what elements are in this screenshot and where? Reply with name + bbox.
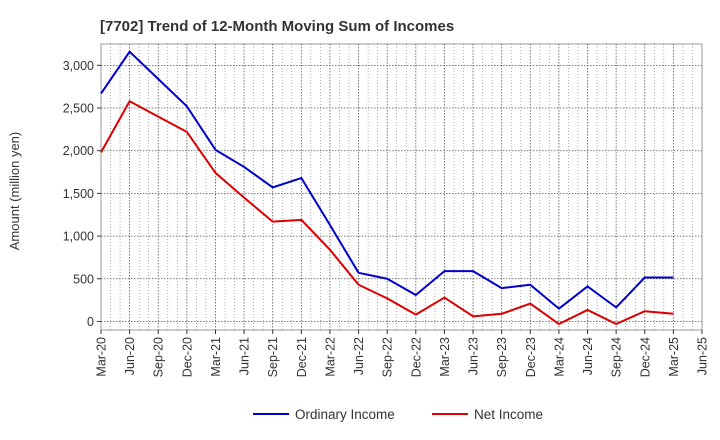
x-axis-ticks: Mar-20 Jun-20 Sep-20 Dec-20 Mar-21 Jun-21 Sep-… — [95, 330, 710, 377]
x-tick-label: Jun-20 — [123, 337, 137, 375]
x-tick-label: Jun-24 — [581, 337, 595, 375]
x-tick-label: Mar-20 — [95, 337, 109, 377]
x-tick-label: Jun-23 — [467, 337, 481, 375]
x-tick-label: Sep-24 — [610, 337, 624, 377]
x-tick-label: Sep-21 — [266, 337, 280, 377]
x-tick-label: Mar-21 — [209, 337, 223, 377]
x-tick-label: Jun-21 — [238, 337, 252, 375]
x-tick-label: Dec-24 — [638, 337, 652, 377]
y-tick-label: 1,500 — [63, 187, 94, 201]
y-tick-label: 2,000 — [63, 144, 94, 158]
y-tick-label: 500 — [73, 272, 94, 286]
legend: Ordinary Income Net Income — [253, 407, 543, 422]
y-axis-label: Amount (million yen) — [7, 132, 22, 251]
x-tick-label: Mar-22 — [323, 337, 337, 377]
x-tick-label: Jun-22 — [352, 337, 366, 375]
x-tick-label: Mar-23 — [438, 337, 452, 377]
x-tick-label: Mar-24 — [552, 337, 566, 377]
plot-frame — [100, 43, 703, 331]
x-tick-label: Mar-25 — [667, 337, 681, 377]
y-tick-label: 1,000 — [63, 230, 94, 244]
x-tick-label: Dec-20 — [180, 337, 194, 377]
x-tick-label: Sep-23 — [495, 337, 509, 377]
x-tick-label: Dec-23 — [524, 337, 538, 377]
x-tick-label: Jun-25 — [696, 337, 710, 375]
series-line-net-income — [100, 100, 674, 326]
y-tick-label: 0 — [87, 315, 94, 329]
x-tick-label: Sep-22 — [381, 337, 395, 377]
chart-title: [7702] Trend of 12-Month Moving Sum of I… — [100, 18, 454, 35]
x-tick-label: Sep-20 — [152, 337, 166, 377]
legend-label: Net Income — [474, 407, 543, 422]
x-tick-label: Dec-22 — [409, 337, 423, 377]
series-line-ordinary-income — [100, 50, 674, 310]
y-axis-ticks: 0 500 1,000 1,500 2,000 2,500 3,000 — [63, 59, 101, 329]
y-tick-label: 3,000 — [63, 59, 94, 73]
legend-label: Ordinary Income — [295, 407, 395, 422]
plot-area — [100, 43, 703, 331]
y-tick-label: 2,500 — [63, 102, 94, 116]
series-lines — [100, 50, 674, 326]
x-tick-label: Dec-21 — [295, 337, 309, 377]
